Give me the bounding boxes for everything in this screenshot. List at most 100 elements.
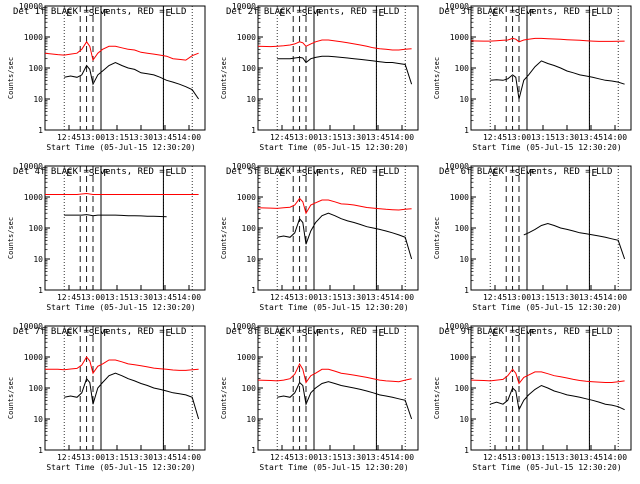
chart-panel-6: Det 6f BLACK = Events, RED = LLD 1 10 100 10… — [433, 162, 632, 312]
marker-label-f: F — [316, 168, 322, 179]
x-tick-label: 14:00 — [177, 133, 201, 142]
y-tick-label: 1000 — [237, 353, 256, 362]
x-tick-label: 12:45 — [483, 453, 507, 462]
x-tick-label: 13:00 — [294, 293, 318, 302]
x-axis-label: Start Time (05-Jul-15 12:30:20) — [472, 463, 621, 472]
x-tick-label: 13:00 — [294, 133, 318, 142]
x-tick-label: 13:30 — [342, 293, 366, 302]
x-tick-label: 13:45 — [153, 293, 177, 302]
y-tick-label: 1000 — [450, 193, 469, 202]
y-axis-label: Counts/sec — [433, 217, 441, 259]
series-line-lld — [470, 37, 625, 43]
y-tick-label: 1000 — [237, 193, 256, 202]
x-tick-label: 12:45 — [270, 133, 294, 142]
marker-label-f: F — [103, 8, 109, 19]
plot-frame — [257, 325, 419, 451]
x-tick-label: 12:45 — [483, 133, 507, 142]
marker-label-e: E — [165, 328, 171, 339]
chart-title: Det 6f BLACK = Events, RED = LLD — [439, 167, 612, 177]
x-tick-label: 13:15 — [105, 293, 129, 302]
series-line-lld — [257, 362, 412, 384]
series-line-lld — [45, 192, 199, 195]
chart-panel-9: Det 9f BLACK = Events, RED = LLD 1 10 100 10… — [433, 322, 632, 472]
plot-frame — [257, 165, 419, 291]
marker-label-e: E — [279, 168, 285, 179]
y-tick-label: 10 — [459, 255, 469, 264]
y-tick-label: 10 — [33, 255, 43, 264]
chart-panel-4: Det 4f BLACK = Events, RED = LLD 1 10 100 10… — [7, 162, 206, 312]
y-tick-label: 100 — [242, 64, 257, 73]
marker-label-s: S — [302, 8, 308, 19]
y-tick-label: 10000 — [445, 162, 469, 171]
y-tick-label: 1 — [38, 286, 43, 295]
y-tick-label: 10000 — [232, 2, 256, 11]
x-axis-label: Start Time (05-Jul-15 12:30:20) — [46, 143, 195, 152]
chart-title: Det 1f BLACK = Events, RED = LLD — [13, 7, 186, 17]
plot-frame — [257, 5, 419, 131]
marker-label-s: S — [89, 328, 95, 339]
x-tick-label: 13:15 — [318, 293, 342, 302]
x-tick-label: 14:00 — [177, 293, 201, 302]
x-tick-label: 14:00 — [390, 453, 414, 462]
x-axis-label: Start Time (05-Jul-15 12:30:20) — [472, 303, 621, 312]
x-tick-label: 13:30 — [342, 453, 366, 462]
x-tick-label: 13:45 — [366, 453, 390, 462]
x-tick-label: 13:30 — [129, 133, 153, 142]
chart-panel-2: Det 2f BLACK = Events, RED = LLD 1 10 100 10… — [220, 2, 419, 152]
x-tick-label: 14:00 — [603, 453, 627, 462]
y-tick-label: 10 — [459, 95, 469, 104]
y-tick-label: 1000 — [450, 353, 469, 362]
series-line-events — [64, 372, 200, 420]
marker-label-s: S — [89, 8, 95, 19]
marker-label-e: E — [492, 168, 498, 179]
series-line-events — [277, 212, 413, 260]
y-tick-label: 1000 — [24, 353, 43, 362]
series-line-lld — [257, 197, 412, 215]
y-tick-label: 10 — [246, 255, 256, 264]
series-line-events — [277, 381, 413, 420]
marker-label-e: E — [66, 8, 72, 19]
y-tick-label: 10000 — [19, 322, 43, 331]
marker-label-f: F — [316, 8, 322, 19]
y-tick-label: 1 — [38, 126, 43, 135]
marker-label-f: F — [103, 168, 109, 179]
x-tick-label: 12:45 — [270, 293, 294, 302]
marker-label-f: F — [529, 328, 535, 339]
y-tick-label: 10000 — [232, 322, 256, 331]
series-line-events — [490, 384, 625, 412]
x-tick-label: 13:15 — [318, 133, 342, 142]
chart-title: Det 4f BLACK = Events, RED = LLD — [13, 167, 186, 177]
y-axis-label: Counts/sec — [220, 217, 228, 259]
x-tick-label: 13:45 — [153, 453, 177, 462]
x-axis-label: Start Time (05-Jul-15 12:30:20) — [259, 463, 408, 472]
x-tick-label: 14:00 — [177, 453, 201, 462]
x-axis-label: Start Time (05-Jul-15 12:30:20) — [46, 303, 195, 312]
y-tick-label: 10 — [33, 415, 43, 424]
y-tick-label: 10 — [459, 415, 469, 424]
x-tick-label: 12:45 — [57, 293, 81, 302]
y-tick-label: 1 — [251, 446, 256, 455]
y-tick-label: 100 — [29, 384, 44, 393]
y-tick-label: 10 — [246, 415, 256, 424]
x-tick-label: 13:45 — [366, 133, 390, 142]
chart-title: Det 3f BLACK = Events, RED = LLD — [439, 7, 612, 17]
x-axis-label: Start Time (05-Jul-15 12:30:20) — [259, 303, 408, 312]
chart-title: Det 5f BLACK = Events, RED = LLD — [226, 167, 399, 177]
x-tick-label: 13:15 — [318, 453, 342, 462]
marker-label-e: E — [66, 328, 72, 339]
y-axis-label: Counts/sec — [220, 57, 228, 99]
x-axis-label: Start Time (05-Jul-15 12:30:20) — [259, 143, 408, 152]
x-tick-label: 12:45 — [483, 293, 507, 302]
marker-label-e: E — [378, 168, 384, 179]
marker-label-s: S — [302, 168, 308, 179]
x-tick-label: 13:30 — [342, 133, 366, 142]
x-tick-label: 13:00 — [507, 293, 531, 302]
y-tick-label: 100 — [455, 64, 470, 73]
chart-title: Det 9f BLACK = Events, RED = LLD — [439, 327, 612, 337]
y-tick-label: 10 — [33, 95, 43, 104]
x-tick-label: 13:00 — [81, 453, 105, 462]
y-axis-label: Counts/sec — [7, 377, 15, 419]
series-line-events — [523, 222, 626, 260]
chart-title: Det 8f BLACK = Events, RED = LLD — [226, 327, 399, 337]
